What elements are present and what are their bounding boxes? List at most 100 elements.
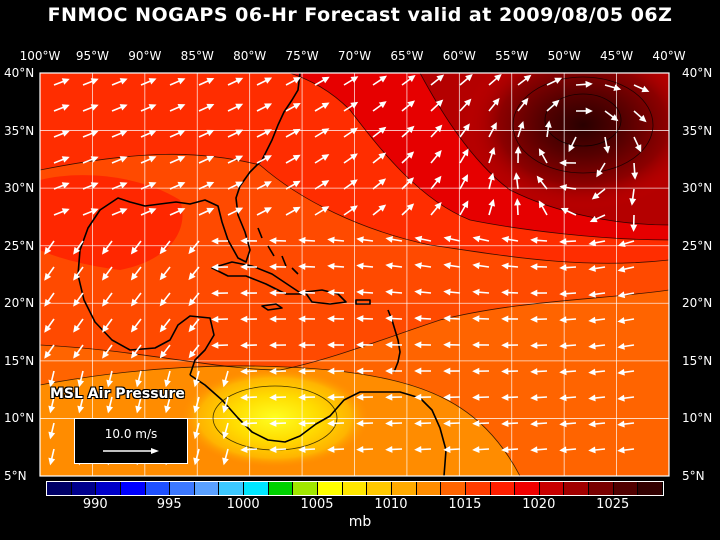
wind-vector-head	[90, 104, 99, 111]
wind-vector-head	[443, 288, 451, 296]
wind-vector-head	[530, 446, 538, 454]
colorbar-swatch	[194, 482, 220, 495]
latitude-label: 40°N	[682, 66, 713, 80]
latitude-label: 10°N	[4, 411, 35, 426]
wind-vector-head	[635, 144, 642, 153]
wind-vector-head	[159, 298, 167, 307]
wind-vector-head	[385, 235, 394, 243]
colorbar-swatch	[71, 482, 97, 495]
wind-vector-head	[264, 181, 272, 188]
wind-vector-head	[350, 76, 359, 83]
wind-vector-head	[177, 181, 186, 189]
wind-vector-head	[559, 394, 567, 402]
wind-vector-head	[240, 446, 248, 454]
wind-vector-head	[591, 192, 600, 200]
colorbar-swatch	[391, 482, 417, 495]
latitude-label: 5°N	[682, 469, 705, 483]
wind-vector-head	[106, 405, 114, 414]
wind-vector-head	[130, 272, 138, 281]
hispaniola	[304, 289, 347, 305]
wind-vector-head	[350, 127, 358, 135]
longitude-label: 85°W	[180, 49, 214, 63]
latitude-label: 25°N	[682, 238, 713, 253]
wind-vector-head	[588, 239, 597, 247]
wind-vector-head	[559, 290, 567, 298]
wind-vector-head	[321, 128, 330, 135]
colorbar-swatch	[515, 482, 540, 495]
jamaica	[261, 303, 283, 311]
wind-vector-head	[235, 155, 244, 162]
wind-vector-head	[159, 324, 167, 333]
colorbar-swatch	[120, 482, 146, 495]
wind-vector-head	[530, 420, 538, 428]
wind-vector-head	[585, 107, 593, 115]
wind-vector-head	[298, 419, 306, 427]
central-america	[189, 374, 447, 476]
wind-vector-head	[240, 393, 248, 401]
colorbar-tick-label: 1000	[226, 497, 260, 512]
wind-vector-head	[530, 394, 538, 402]
wind-vector-head	[443, 393, 451, 401]
wind-vector-head	[235, 207, 244, 214]
wind-vector-head	[559, 342, 567, 350]
wind-vector-head	[235, 77, 244, 85]
wind-vector-head	[73, 350, 81, 359]
wind-vector-head	[327, 393, 335, 401]
colorbar-swatch	[170, 482, 195, 495]
wind-vector-head	[48, 405, 56, 414]
wind-vector-head	[464, 98, 472, 107]
wind-vector-head	[472, 341, 480, 349]
wind-vector-head	[298, 263, 306, 270]
puerto-rico	[355, 299, 371, 305]
wind-vector-head	[193, 431, 200, 440]
wind-vector-head	[269, 315, 277, 323]
wind-vector-head	[61, 130, 70, 137]
wind-vector-head	[240, 315, 248, 323]
latitude-label: 5°N	[4, 469, 27, 483]
wind-vector-head	[356, 288, 364, 296]
wind-vector-head	[588, 394, 596, 402]
wind-vector-head	[385, 315, 393, 322]
longitude-label: 40°W	[652, 49, 686, 63]
wind-vector-head	[188, 350, 196, 359]
wind-vector-head	[603, 145, 611, 154]
wind-vector-head	[211, 289, 219, 297]
wind-vector-head	[292, 128, 301, 136]
longitude-label: 55°W	[495, 49, 529, 63]
wind-vector-head	[588, 446, 596, 454]
longitude-label: 90°W	[128, 49, 162, 63]
wind-vector-head	[356, 262, 364, 270]
wind-vector-head	[530, 341, 538, 349]
wind-vector-head	[443, 446, 451, 453]
wind-vector-head	[530, 289, 538, 297]
wind-vector-head	[193, 457, 200, 466]
latitude-label: 15°N	[4, 353, 35, 368]
wind-vector-head	[90, 78, 99, 85]
page-title: FNMOC NOGAPS 06-Hr Forecast valid at 200…	[47, 4, 673, 26]
wind-vector-head	[356, 446, 364, 453]
colorbar-swatch	[367, 482, 392, 495]
wind-vector-head	[443, 235, 452, 243]
wind-vector-head	[407, 75, 416, 83]
wind-vector-head	[588, 368, 596, 376]
latitude-label: 35°N	[682, 123, 713, 138]
wind-vector-head	[298, 289, 306, 297]
wind-vector-head	[350, 153, 358, 161]
wind-vector-head	[385, 446, 393, 453]
colorbar-swatch	[244, 482, 269, 495]
wind-vector-head	[102, 246, 110, 255]
wind-vector-head	[629, 198, 637, 206]
wind-vector-head	[530, 368, 538, 375]
wind-vector-head	[48, 379, 56, 388]
wind-vector-head	[73, 324, 81, 333]
wind-vector-head	[327, 367, 335, 375]
wind-vector-head	[356, 367, 364, 375]
wind-vector-head	[406, 203, 415, 211]
wind-vector-head	[630, 224, 638, 232]
wind-vector-head	[559, 368, 567, 376]
wind-vector-head	[298, 393, 306, 401]
colorbar-swatch	[416, 482, 442, 495]
wind-vector-head	[77, 405, 85, 414]
latitude-label: 40°N	[4, 66, 35, 80]
wind-vector-head	[472, 393, 480, 401]
